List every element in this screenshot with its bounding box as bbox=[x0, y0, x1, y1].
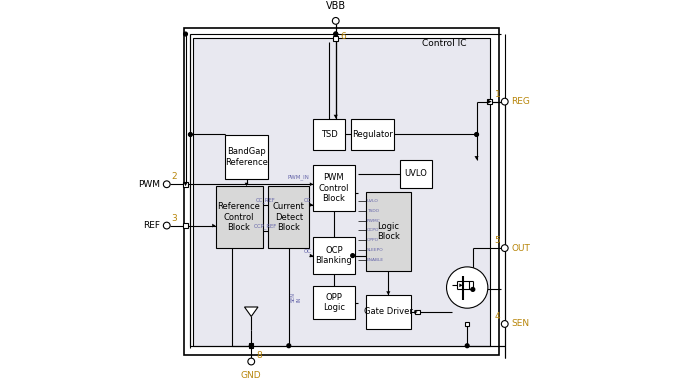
Text: 4: 4 bbox=[494, 312, 500, 321]
Text: SEN
IN: SEN IN bbox=[291, 292, 301, 302]
Text: 6: 6 bbox=[340, 32, 346, 41]
Text: TSD: TSD bbox=[320, 130, 337, 139]
Text: 2: 2 bbox=[171, 172, 177, 181]
Polygon shape bbox=[244, 183, 249, 186]
Polygon shape bbox=[310, 182, 313, 186]
Circle shape bbox=[164, 181, 170, 188]
Polygon shape bbox=[386, 291, 390, 295]
Text: OCP
Blanking: OCP Blanking bbox=[316, 246, 352, 265]
Bar bbox=[183, 182, 188, 187]
Text: TSDO: TSDO bbox=[367, 209, 378, 213]
Text: ENABLE: ENABLE bbox=[367, 258, 384, 262]
Text: PWMC: PWMC bbox=[367, 218, 380, 223]
Text: GND: GND bbox=[241, 371, 261, 380]
Polygon shape bbox=[212, 224, 215, 227]
Circle shape bbox=[164, 222, 170, 229]
Text: OUT: OUT bbox=[511, 243, 530, 253]
Bar bbox=[193, 38, 490, 346]
Text: 8: 8 bbox=[256, 351, 262, 361]
Circle shape bbox=[334, 32, 337, 36]
Polygon shape bbox=[459, 283, 462, 287]
Bar bbox=[313, 237, 354, 275]
Bar bbox=[366, 192, 411, 271]
Circle shape bbox=[475, 132, 479, 136]
Text: SEN: SEN bbox=[511, 319, 530, 328]
Text: CC_REF: CC_REF bbox=[255, 197, 275, 203]
Bar bbox=[249, 344, 253, 348]
Circle shape bbox=[501, 321, 508, 327]
Bar bbox=[313, 119, 345, 151]
Text: VBB: VBB bbox=[326, 2, 346, 12]
Text: OPP
Logic: OPP Logic bbox=[323, 293, 345, 312]
Text: UVLO: UVLO bbox=[367, 199, 378, 203]
Text: OCPO: OCPO bbox=[367, 228, 379, 232]
Text: 3: 3 bbox=[171, 214, 177, 223]
Text: PWM
Control
Block: PWM Control Block bbox=[318, 173, 349, 203]
Polygon shape bbox=[244, 307, 258, 316]
Polygon shape bbox=[333, 115, 338, 119]
Circle shape bbox=[189, 132, 192, 136]
Text: REG: REG bbox=[511, 97, 530, 106]
Polygon shape bbox=[488, 99, 492, 104]
Polygon shape bbox=[475, 156, 479, 160]
Circle shape bbox=[249, 344, 253, 348]
Bar bbox=[313, 166, 354, 210]
Bar bbox=[366, 295, 411, 329]
Circle shape bbox=[351, 254, 354, 258]
Text: CC: CC bbox=[304, 198, 312, 203]
Circle shape bbox=[248, 358, 255, 365]
Text: Reference
Control
Block: Reference Control Block bbox=[217, 202, 261, 232]
Text: Regulator: Regulator bbox=[352, 130, 392, 139]
Bar bbox=[416, 310, 420, 314]
Text: OPPO: OPPO bbox=[367, 238, 378, 242]
Circle shape bbox=[183, 32, 187, 36]
Bar bbox=[268, 186, 310, 248]
Text: OCP_REF: OCP_REF bbox=[254, 223, 277, 229]
Bar bbox=[488, 99, 492, 104]
Text: Logic
Block: Logic Block bbox=[377, 222, 400, 241]
Bar bbox=[351, 119, 394, 151]
Circle shape bbox=[332, 18, 339, 24]
Circle shape bbox=[465, 344, 469, 348]
Bar bbox=[215, 186, 263, 248]
Circle shape bbox=[287, 344, 291, 348]
Text: 5: 5 bbox=[494, 236, 500, 245]
Circle shape bbox=[501, 245, 508, 252]
Polygon shape bbox=[183, 183, 187, 186]
Text: SLEEPO: SLEEPO bbox=[367, 248, 383, 252]
Polygon shape bbox=[310, 203, 313, 207]
Bar bbox=[225, 136, 268, 179]
Text: 1: 1 bbox=[495, 89, 501, 99]
Text: REF: REF bbox=[143, 221, 160, 230]
Text: Gate Driver: Gate Driver bbox=[364, 308, 413, 316]
Bar bbox=[183, 28, 499, 355]
Text: PWM: PWM bbox=[138, 180, 160, 189]
Bar bbox=[399, 160, 432, 188]
Text: UVLO: UVLO bbox=[404, 169, 427, 179]
Circle shape bbox=[501, 98, 508, 105]
Text: OC: OC bbox=[304, 249, 312, 254]
Bar bbox=[183, 223, 188, 228]
Bar bbox=[313, 286, 354, 319]
Bar bbox=[333, 36, 338, 41]
Bar bbox=[465, 322, 469, 326]
Circle shape bbox=[471, 288, 475, 291]
Polygon shape bbox=[310, 254, 313, 257]
Text: PWM_IN: PWM_IN bbox=[288, 175, 310, 180]
Text: Current
Detect
Block: Current Detect Block bbox=[273, 202, 305, 232]
Text: BandGap
Reference: BandGap Reference bbox=[225, 147, 268, 167]
Circle shape bbox=[447, 267, 488, 308]
Circle shape bbox=[334, 32, 337, 36]
Polygon shape bbox=[414, 310, 418, 314]
Text: Control IC: Control IC bbox=[422, 39, 466, 48]
